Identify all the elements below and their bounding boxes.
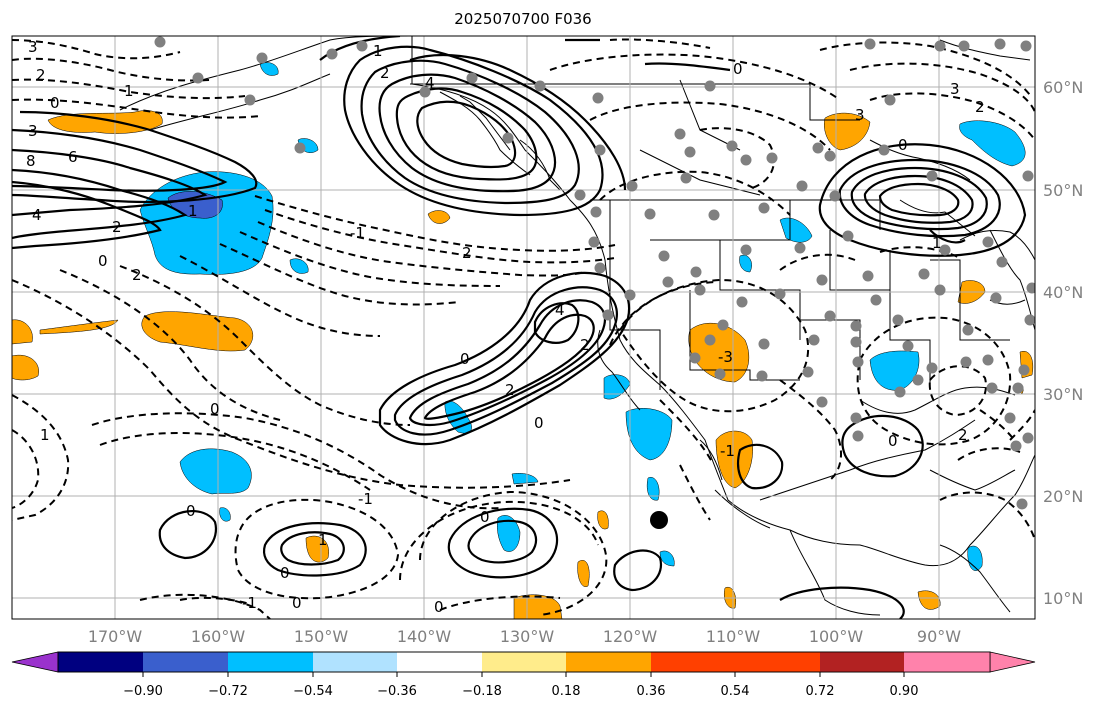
contour-label: 1: [373, 42, 383, 60]
contour-label: 2: [975, 98, 985, 116]
solid-contours: [12, 36, 1027, 619]
lat-label: 60°N: [1043, 78, 1083, 97]
contour-label: 0: [898, 136, 908, 154]
colorbar-segment: [58, 652, 143, 672]
contour-label: 2: [958, 426, 968, 444]
lon-label: 160°W: [191, 627, 246, 646]
lat-label: 40°N: [1043, 283, 1083, 302]
contour-label: 0: [292, 594, 302, 612]
contour-label: 0: [534, 414, 544, 432]
contour-label: 2: [380, 64, 390, 82]
lat-label: 10°N: [1043, 589, 1083, 608]
contour-labels: 3 2 1 0 3 8 6 4 2 0 2 1 4 2 1 0 -1 -1 2 …: [26, 38, 985, 616]
contour-label: 2: [112, 218, 122, 236]
dashed-contours: [12, 38, 1035, 619]
contour-label: 3: [855, 106, 865, 124]
contour-label: 1: [318, 531, 328, 549]
contour-label: 1: [40, 426, 50, 444]
contour-label: 0: [50, 94, 60, 112]
negative-anomaly-shading: [139, 62, 1026, 571]
colorbar-tick-label: −0.90: [123, 684, 163, 699]
colorbar-tick-label: 0.18: [552, 684, 581, 699]
contour-label: 1: [932, 234, 942, 252]
contour-label: 1: [188, 202, 198, 220]
station-markers: [154, 36, 1035, 510]
colorbar-segment: [735, 652, 820, 672]
colorbar-extend-min: [11, 651, 59, 673]
contour-label: 4: [425, 74, 435, 92]
contour-label: -1: [350, 224, 365, 242]
lat-label: 20°N: [1043, 487, 1083, 506]
graticule: [12, 36, 1035, 619]
colorbar-segment: [566, 652, 651, 672]
contour-label: -1: [242, 594, 257, 612]
map-title: 2025070700 F036: [454, 10, 592, 28]
latitude-labels: 60°N 50°N 40°N 30°N 20°N 10°N: [1043, 78, 1083, 608]
colorbar-segment: [397, 652, 482, 672]
colorbar-extend-max: [989, 651, 1036, 673]
lon-label: 120°W: [603, 627, 658, 646]
colorbar-tick-label: −0.54: [293, 684, 333, 699]
contour-label: 2: [505, 381, 515, 399]
contour-label: 2: [132, 266, 142, 284]
colorbar-tick-label: 0.54: [721, 684, 750, 699]
lat-label: 30°N: [1043, 385, 1083, 404]
location-marker: [650, 511, 668, 529]
colorbar: −0.90 −0.72 −0.54 −0.36 −0.18 0.18 0.36 …: [11, 651, 1036, 699]
contour-label: 0: [888, 432, 898, 450]
lon-label: 100°W: [809, 627, 864, 646]
colorbar-segment: [143, 652, 228, 672]
contour-label: 2: [580, 336, 590, 354]
colorbar-segment: [228, 652, 313, 672]
contour-label: 0: [480, 508, 490, 526]
contour-label: 3: [28, 122, 38, 140]
contour-label: 4: [555, 301, 565, 319]
contour-label: 0: [280, 564, 290, 582]
contour-label: 1: [124, 82, 134, 100]
colorbar-segment: [313, 652, 397, 672]
lon-label: 90°W: [917, 627, 961, 646]
contour-label: 2: [462, 244, 472, 262]
contour-label: -1: [358, 490, 373, 508]
map-panel: 3 2 1 0 3 8 6 4 2 0 2 1 4 2 1 0 -1 -1 2 …: [12, 36, 1035, 619]
colorbar-tick-label: −0.72: [208, 684, 248, 699]
lon-label: 130°W: [500, 627, 555, 646]
colorbar-tick-label: −0.36: [377, 684, 417, 699]
contour-label: -3: [718, 348, 733, 366]
contour-label: 0: [98, 252, 108, 270]
contour-label: -1: [720, 442, 735, 460]
lon-label: 140°W: [397, 627, 452, 646]
contour-label: 0: [733, 60, 743, 78]
colorbar-segment: [904, 652, 990, 672]
colorbar-tick-label: 0.90: [890, 684, 919, 699]
contour-label: 0: [210, 400, 220, 418]
colorbar-tick-label: 0.36: [637, 684, 666, 699]
lon-label: 150°W: [294, 627, 349, 646]
contour-label: 3: [28, 38, 38, 56]
longitude-labels: 170°W 160°W 150°W 140°W 130°W 120°W 110°…: [88, 627, 961, 646]
map-frame: [11, 35, 1036, 620]
contour-label: 4: [32, 206, 42, 224]
colorbar-segment: [651, 652, 735, 672]
contour-label: 0: [460, 350, 470, 368]
colorbar-segment: [482, 652, 566, 672]
colorbar-segment: [820, 652, 904, 672]
contour-label: 2: [36, 66, 46, 84]
lon-label: 110°W: [706, 627, 761, 646]
lon-label: 170°W: [88, 627, 143, 646]
coastlines-and-borders: [119, 36, 1035, 616]
contour-label: 0: [434, 598, 444, 616]
contour-label: 0: [186, 502, 196, 520]
contour-label: 6: [68, 148, 78, 166]
colorbar-tick-label: 0.72: [806, 684, 835, 699]
lat-label: 50°N: [1043, 181, 1083, 200]
contour-label: 3: [950, 80, 960, 98]
colorbar-tick-label: −0.18: [462, 684, 502, 699]
contour-label: 8: [26, 152, 36, 170]
